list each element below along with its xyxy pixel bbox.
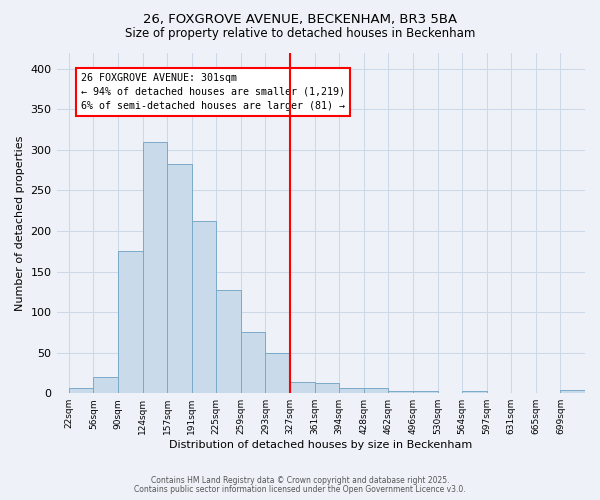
- Bar: [167, 164, 192, 393]
- Text: Size of property relative to detached houses in Beckenham: Size of property relative to detached ho…: [125, 28, 475, 40]
- Bar: [560, 390, 585, 393]
- Bar: [413, 391, 437, 393]
- Text: Contains HM Land Registry data © Crown copyright and database right 2025.: Contains HM Land Registry data © Crown c…: [151, 476, 449, 485]
- Y-axis label: Number of detached properties: Number of detached properties: [15, 135, 25, 310]
- Bar: [339, 388, 364, 393]
- Bar: [69, 388, 94, 393]
- Bar: [143, 142, 167, 393]
- Bar: [241, 332, 265, 393]
- Text: 26 FOXGROVE AVENUE: 301sqm
← 94% of detached houses are smaller (1,219)
6% of se: 26 FOXGROVE AVENUE: 301sqm ← 94% of deta…: [81, 73, 345, 111]
- Bar: [364, 388, 388, 393]
- Bar: [217, 290, 241, 393]
- Bar: [94, 377, 118, 393]
- X-axis label: Distribution of detached houses by size in Beckenham: Distribution of detached houses by size …: [169, 440, 472, 450]
- Bar: [388, 391, 413, 393]
- Bar: [462, 391, 487, 393]
- Bar: [314, 382, 339, 393]
- Bar: [192, 221, 217, 393]
- Bar: [118, 251, 143, 393]
- Text: Contains public sector information licensed under the Open Government Licence v3: Contains public sector information licen…: [134, 485, 466, 494]
- Bar: [290, 382, 314, 393]
- Text: 26, FOXGROVE AVENUE, BECKENHAM, BR3 5BA: 26, FOXGROVE AVENUE, BECKENHAM, BR3 5BA: [143, 12, 457, 26]
- Bar: [265, 352, 290, 393]
